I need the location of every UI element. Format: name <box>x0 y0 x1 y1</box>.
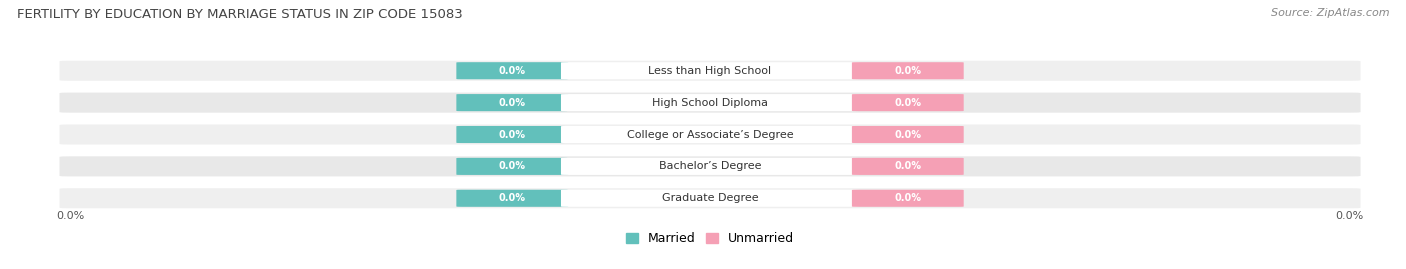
FancyBboxPatch shape <box>59 125 1361 144</box>
FancyBboxPatch shape <box>561 126 859 143</box>
FancyBboxPatch shape <box>457 62 568 79</box>
FancyBboxPatch shape <box>59 93 1361 113</box>
Text: FERTILITY BY EDUCATION BY MARRIAGE STATUS IN ZIP CODE 15083: FERTILITY BY EDUCATION BY MARRIAGE STATU… <box>17 8 463 21</box>
Text: 0.0%: 0.0% <box>499 193 526 203</box>
FancyBboxPatch shape <box>457 190 568 207</box>
FancyBboxPatch shape <box>852 126 963 143</box>
Text: 0.0%: 0.0% <box>499 66 526 76</box>
Text: High School Diploma: High School Diploma <box>652 98 768 108</box>
FancyBboxPatch shape <box>457 158 568 175</box>
FancyBboxPatch shape <box>59 156 1361 176</box>
FancyBboxPatch shape <box>561 94 859 111</box>
Text: 0.0%: 0.0% <box>499 129 526 140</box>
FancyBboxPatch shape <box>561 158 859 175</box>
Text: Bachelor’s Degree: Bachelor’s Degree <box>659 161 761 171</box>
FancyBboxPatch shape <box>852 94 963 111</box>
Text: 0.0%: 0.0% <box>499 98 526 108</box>
FancyBboxPatch shape <box>852 158 963 175</box>
FancyBboxPatch shape <box>561 62 859 79</box>
Text: 0.0%: 0.0% <box>499 161 526 171</box>
FancyBboxPatch shape <box>59 61 1361 81</box>
Text: 0.0%: 0.0% <box>894 129 921 140</box>
Text: 0.0%: 0.0% <box>1336 211 1364 221</box>
Text: 0.0%: 0.0% <box>894 193 921 203</box>
FancyBboxPatch shape <box>59 188 1361 208</box>
FancyBboxPatch shape <box>561 190 859 207</box>
FancyBboxPatch shape <box>457 126 568 143</box>
Text: 0.0%: 0.0% <box>894 98 921 108</box>
Text: Source: ZipAtlas.com: Source: ZipAtlas.com <box>1271 8 1389 18</box>
Text: 0.0%: 0.0% <box>894 66 921 76</box>
FancyBboxPatch shape <box>852 62 963 79</box>
Text: College or Associate’s Degree: College or Associate’s Degree <box>627 129 793 140</box>
FancyBboxPatch shape <box>852 190 963 207</box>
Text: Graduate Degree: Graduate Degree <box>662 193 758 203</box>
Text: Less than High School: Less than High School <box>648 66 772 76</box>
Text: 0.0%: 0.0% <box>894 161 921 171</box>
Text: 0.0%: 0.0% <box>56 211 84 221</box>
Legend: Married, Unmarried: Married, Unmarried <box>626 232 794 245</box>
FancyBboxPatch shape <box>457 94 568 111</box>
